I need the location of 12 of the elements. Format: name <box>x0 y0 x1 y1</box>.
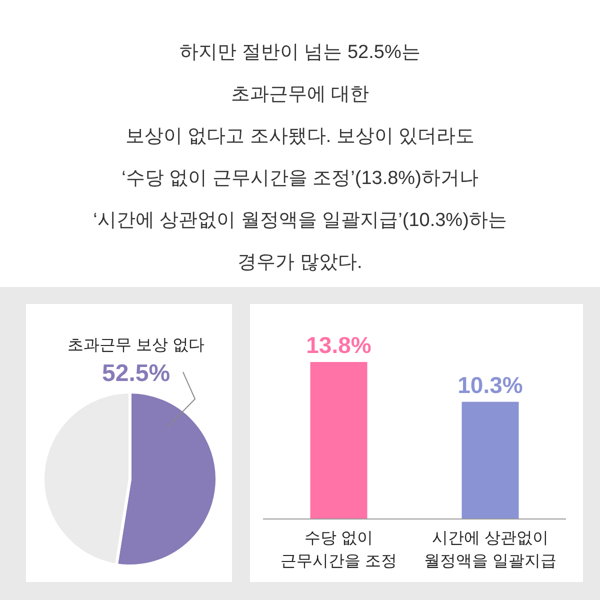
text: 초과근무에 대한 <box>230 84 370 105</box>
text: 하지만 절반이 넘는 52.5%는 <box>180 42 420 63</box>
x-tick-label: 수당 없이 근무시간을 조정 <box>280 530 397 570</box>
data-label: 13.8% <box>306 332 372 358</box>
text: ‘수당 없이 근무시간을 조정’(13.8%)하거나 <box>122 168 478 189</box>
x-tick-label: 시간에 상관없이 월정액을 일괄지급 <box>424 530 556 570</box>
slice-label: 초과근무 보상 없다 <box>68 337 204 354</box>
text: 보상이 없다고 조사됐다. 보상이 있더라도 <box>125 126 475 147</box>
data-label: 52.5% <box>102 360 170 387</box>
text: 경우가 많았다. <box>238 252 362 273</box>
text: ‘시간에 상관없이 월정액을 일괄지급’(10.3%)하는 <box>93 210 507 231</box>
data-label: 10.3% <box>458 372 523 398</box>
